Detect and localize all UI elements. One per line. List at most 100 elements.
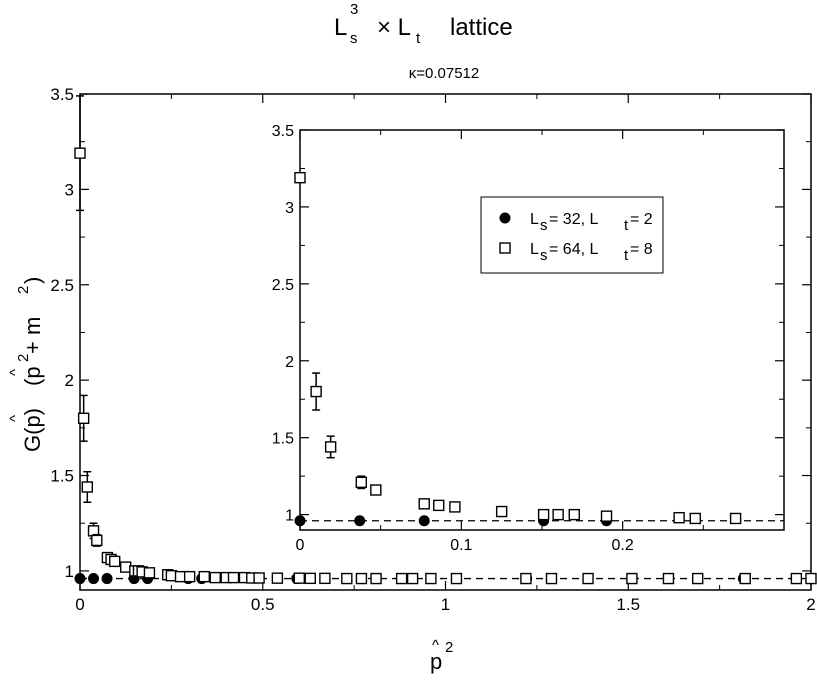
inset-point-open-square bbox=[324, 441, 337, 453]
y-label-close-paren: ) bbox=[20, 277, 45, 284]
main-point-open-square bbox=[227, 571, 240, 584]
main-y-axis: 1 1.5 2 2.5 3 3.5 bbox=[50, 85, 811, 581]
legend-box bbox=[480, 196, 664, 274]
inset-y-tick-label: 1 bbox=[285, 508, 294, 525]
legend-entry-1-mid: = 32, L bbox=[549, 211, 598, 228]
title-L: L bbox=[334, 14, 347, 41]
inset-x-tick-label: 0 bbox=[296, 537, 305, 554]
main-point-open-square bbox=[739, 572, 751, 585]
main-y-tick-label: 3.5 bbox=[50, 85, 74, 104]
inset-series bbox=[294, 171, 742, 527]
title-lattice: lattice bbox=[450, 14, 513, 41]
main-point-open-square bbox=[341, 572, 353, 585]
inset-point-open-square bbox=[294, 171, 306, 184]
title-t-subscript: t bbox=[416, 30, 421, 47]
inset-y-tick-label: 1.5 bbox=[272, 431, 294, 448]
legend-entry-2-s: s bbox=[540, 247, 548, 264]
main-point-filled-circle bbox=[88, 573, 100, 585]
inset-point-open-square bbox=[370, 484, 382, 496]
main-point-open-square bbox=[198, 570, 210, 583]
main-y-tick-label: 1.5 bbox=[50, 467, 74, 486]
inset-point-open-square bbox=[355, 476, 368, 489]
main-point-open-square bbox=[293, 572, 305, 584]
main-point-open-square bbox=[691, 572, 704, 585]
legend-entry-1-s: s bbox=[540, 217, 548, 234]
inset-y-tick-label: 2 bbox=[285, 354, 294, 371]
legend-entry-1-L: L bbox=[530, 211, 539, 228]
main-point-open-square bbox=[370, 572, 382, 585]
main-point-open-square bbox=[450, 572, 463, 585]
inset-x-tick-label: 0.1 bbox=[450, 537, 472, 554]
inset-y-tick-label: 2.5 bbox=[272, 277, 294, 294]
inset-point-open-square bbox=[418, 498, 430, 510]
main-x-tick-label: 1.5 bbox=[616, 595, 640, 614]
y-label-squared-2: 2 bbox=[15, 286, 32, 294]
inset-point-open-square bbox=[568, 508, 580, 521]
main-y-tick-label: 2.5 bbox=[50, 276, 74, 295]
legend-entry-1-end: = 2 bbox=[630, 211, 653, 228]
main-point-open-square bbox=[582, 572, 594, 585]
main-x-tick-label: 0.5 bbox=[251, 595, 275, 614]
legend-entry-2-t: t bbox=[624, 247, 629, 264]
main-point-filled-circle bbox=[74, 573, 86, 585]
inset-y-tick-label: 3.5 bbox=[272, 123, 294, 140]
main-y-tick-label: 3 bbox=[65, 180, 74, 199]
inset-point-open-square bbox=[600, 510, 613, 522]
main-point-open-square bbox=[109, 555, 121, 568]
main-point-open-square bbox=[77, 412, 90, 425]
main-point-open-square bbox=[425, 572, 437, 585]
inset-point-filled-circle bbox=[294, 515, 306, 527]
y-label-hat: ^ bbox=[7, 415, 24, 422]
legend-marker-open-square bbox=[499, 242, 511, 254]
main-point-open-square bbox=[355, 572, 368, 585]
legend-marker-filled-circle bbox=[499, 212, 511, 224]
y-axis-label: G(p) ^ (p ^ 2 + m 2 ) bbox=[7, 277, 45, 452]
main-point-open-square bbox=[805, 572, 817, 585]
main-point-open-square bbox=[253, 572, 265, 584]
main-point-open-square bbox=[406, 572, 419, 585]
inset-point-filled-circle bbox=[354, 515, 366, 527]
main-point-open-square bbox=[91, 534, 103, 547]
inset-y-axis: 1 1.5 2 2.5 3 3.5 bbox=[272, 123, 784, 525]
legend-entry-2-L: L bbox=[530, 241, 539, 258]
inset-point-open-square bbox=[689, 512, 701, 525]
main-point-open-square bbox=[662, 572, 675, 585]
inset-point-open-square bbox=[537, 508, 550, 521]
title-times-L: × L bbox=[377, 14, 411, 41]
main-point-open-square bbox=[545, 572, 558, 585]
inset-point-filled-circle bbox=[418, 515, 430, 527]
inset-x-axis: 0 0.1 0.2 bbox=[296, 130, 704, 554]
main-point-open-square bbox=[520, 572, 532, 585]
main-y-tick-label: 2 bbox=[65, 371, 74, 390]
main-point-open-square bbox=[319, 572, 331, 585]
y-label-paren-p: (p bbox=[20, 366, 45, 386]
legend-entry-2-end: = 8 bbox=[630, 241, 653, 258]
main-point-open-square bbox=[143, 567, 156, 579]
chart-subtitle: κ=0.07512 bbox=[409, 65, 479, 82]
inset-background bbox=[300, 130, 784, 530]
main-series bbox=[74, 95, 817, 585]
y-label-plus-m: + m bbox=[20, 317, 45, 354]
main-point-open-square bbox=[183, 570, 196, 583]
x-label-p: p bbox=[430, 649, 442, 674]
legend-entry-2-mid: = 64, L bbox=[549, 241, 598, 258]
x-axis-label: p ^ 2 bbox=[430, 637, 453, 674]
title-s-subscript: s bbox=[350, 30, 358, 47]
inset-point-open-square bbox=[433, 499, 445, 512]
main-point-open-square bbox=[304, 572, 316, 585]
main-x-axis: 0 0.5 1 1.5 2 bbox=[75, 94, 816, 614]
title-cube-superscript: 3 bbox=[350, 1, 358, 18]
chart-title: L s 3 × L t lattice bbox=[334, 1, 513, 47]
inset-point-open-square bbox=[552, 508, 564, 521]
x-label-hat: ^ bbox=[432, 637, 439, 654]
main-point-open-square bbox=[81, 481, 94, 493]
main-point-open-square bbox=[395, 572, 408, 585]
main-point-open-square bbox=[209, 571, 221, 584]
inset-point-open-square bbox=[673, 511, 685, 524]
y-label-squared: 2 bbox=[15, 354, 32, 362]
inset-point-open-square bbox=[449, 501, 461, 513]
main-x-tick-label: 1 bbox=[441, 595, 450, 614]
inset-point-open-square bbox=[310, 385, 322, 398]
main-point-open-square bbox=[74, 147, 86, 159]
